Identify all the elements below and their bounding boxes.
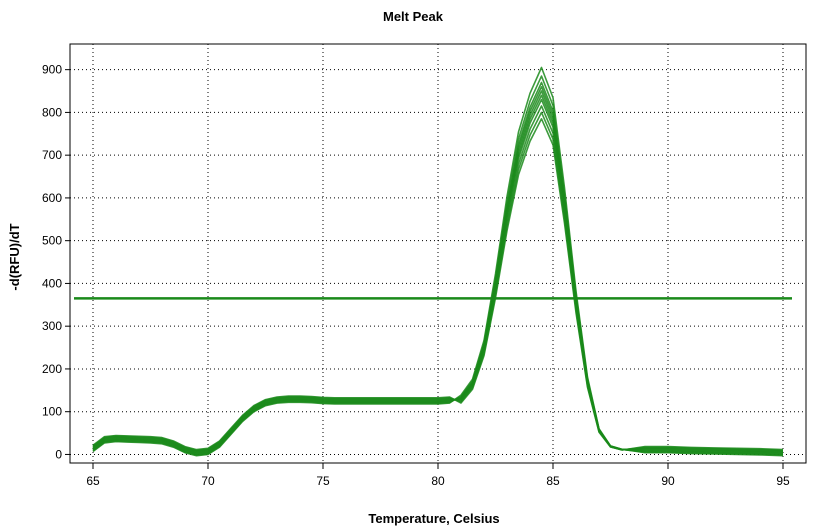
y-tick-label: 600 <box>42 191 62 205</box>
y-tick-label: 0 <box>55 447 62 461</box>
chart-title: Melt Peak <box>383 9 444 24</box>
y-tick-label: 300 <box>42 319 62 333</box>
x-tick-label: 85 <box>546 474 560 488</box>
melt-curves <box>92 66 784 457</box>
x-tick-label: 75 <box>316 474 330 488</box>
y-tick-label: 100 <box>42 405 62 419</box>
grid <box>70 44 806 463</box>
y-tick-label: 800 <box>42 105 62 119</box>
y-axis-ticks: 0 100 200 300 400 500 600 700 800 900 <box>42 63 70 461</box>
y-tick-label: 200 <box>42 362 62 376</box>
y-tick-label: 700 <box>42 148 62 162</box>
x-tick-label: 70 <box>201 474 215 488</box>
x-axis-label: Temperature, Celsius <box>368 511 499 526</box>
x-tick-label: 90 <box>661 474 675 488</box>
melt-curve-line <box>92 118 784 451</box>
y-tick-label: 500 <box>42 234 62 248</box>
x-tick-label: 95 <box>776 474 790 488</box>
x-axis-ticks: 65 70 75 80 85 90 95 <box>86 463 790 488</box>
x-tick-label: 80 <box>431 474 445 488</box>
y-tick-label: 900 <box>42 63 62 77</box>
x-tick-label: 65 <box>86 474 100 488</box>
y-axis-label: -d(RFU)/dT <box>7 223 22 290</box>
y-tick-label: 400 <box>42 276 62 290</box>
